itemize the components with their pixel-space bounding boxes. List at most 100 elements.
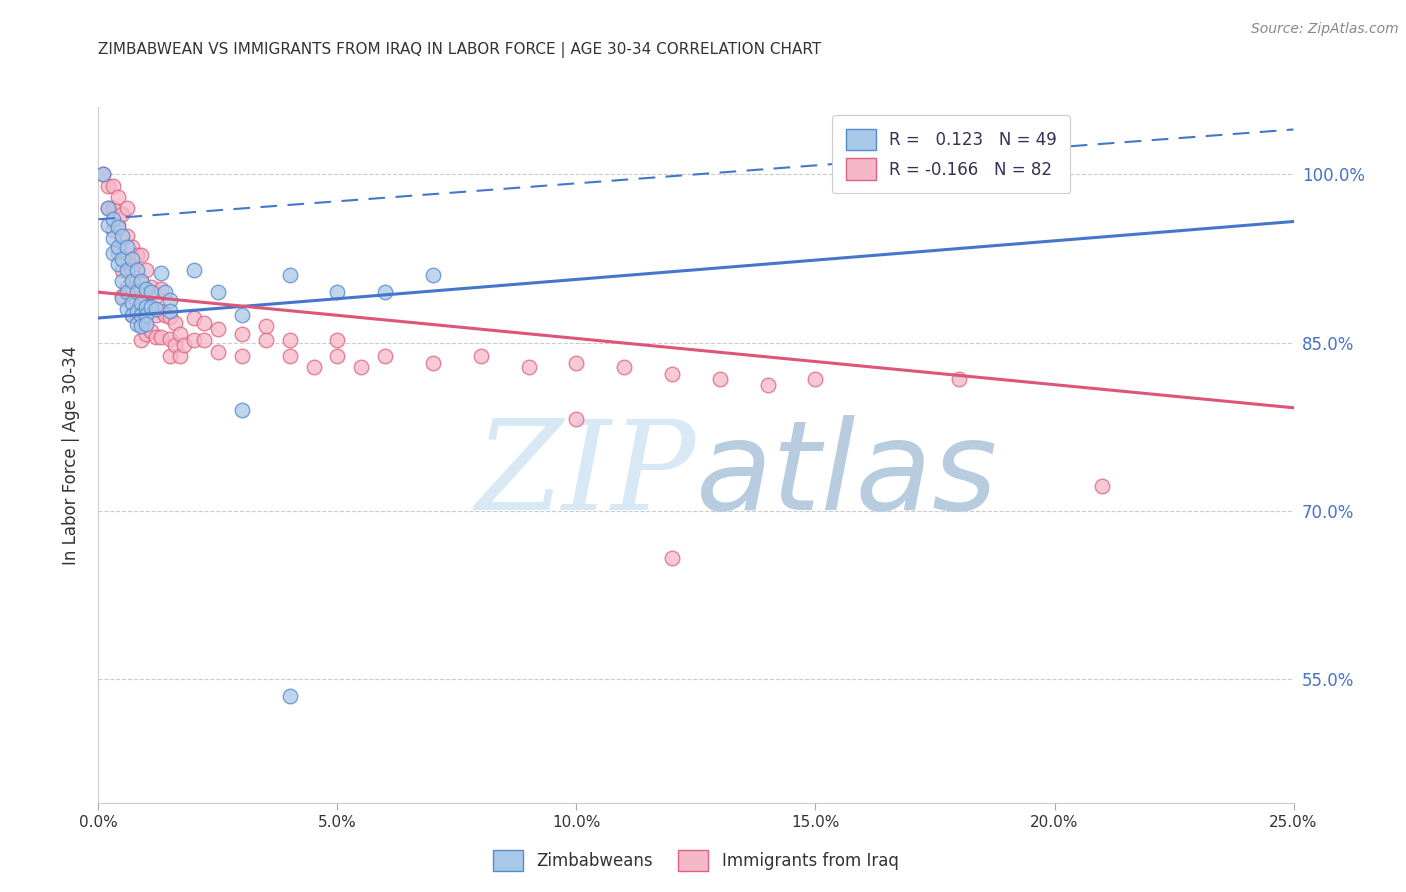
Point [139, 300, 162, 314]
Point [121, 274, 143, 288]
Point [131, 274, 153, 288]
Point [131, 308, 153, 322]
Point [131, 248, 153, 262]
Point [193, 334, 215, 348]
Point [155, 285, 177, 300]
Point [111, 288, 134, 302]
Point [121, 308, 143, 322]
Point [326, 334, 349, 348]
Point [131, 296, 153, 310]
Point [101, 212, 124, 227]
Point [111, 291, 134, 305]
Point [183, 262, 205, 277]
Point [91, 167, 114, 181]
Point [125, 248, 148, 262]
Point [135, 326, 157, 341]
Point [207, 322, 229, 336]
Point [1091, 479, 1114, 493]
Point [149, 330, 172, 344]
Point [97, 218, 120, 232]
Point [135, 282, 157, 296]
Point [115, 229, 138, 244]
Point [183, 334, 205, 348]
Point [131, 318, 153, 333]
Point [517, 360, 540, 375]
Point [207, 344, 229, 359]
Point [115, 262, 138, 277]
Point [111, 252, 134, 266]
Legend: Zimbabweans, Immigrants from Iraq: Zimbabweans, Immigrants from Iraq [486, 843, 905, 878]
Point [149, 282, 172, 296]
Point [149, 304, 172, 318]
Point [131, 296, 153, 310]
Point [107, 246, 129, 260]
Point [91, 167, 114, 181]
Point [139, 301, 162, 316]
Point [101, 231, 124, 245]
Point [145, 301, 167, 316]
Point [948, 371, 970, 385]
Point [125, 262, 148, 277]
Point [115, 255, 138, 269]
Point [107, 218, 129, 232]
Point [131, 274, 153, 288]
Point [159, 349, 181, 363]
Point [278, 334, 301, 348]
Point [326, 285, 349, 300]
Point [565, 356, 588, 370]
Point [278, 349, 301, 363]
Point [135, 308, 157, 322]
Point [111, 229, 134, 244]
Point [422, 268, 444, 283]
Point [125, 285, 148, 300]
Point [169, 349, 191, 363]
Point [231, 308, 253, 322]
Point [145, 288, 167, 302]
Point [139, 279, 162, 293]
Point [804, 371, 827, 385]
Point [101, 178, 124, 193]
Point [121, 296, 143, 310]
Point [97, 201, 120, 215]
Point [193, 316, 215, 330]
Point [97, 178, 120, 193]
Point [111, 235, 134, 249]
Point [139, 285, 162, 300]
Point [278, 268, 301, 283]
Point [374, 349, 396, 363]
Point [231, 349, 253, 363]
Y-axis label: In Labor Force | Age 30-34: In Labor Force | Age 30-34 [62, 345, 80, 565]
Point [661, 551, 683, 566]
Point [101, 201, 124, 215]
Point [613, 360, 636, 375]
Point [97, 201, 120, 215]
Point [145, 330, 167, 344]
Point [107, 257, 129, 271]
Point [159, 332, 181, 346]
Point [135, 317, 157, 331]
Point [374, 285, 396, 300]
Point [135, 308, 157, 322]
Point [101, 246, 124, 260]
Point [125, 317, 148, 331]
Point [709, 371, 731, 385]
Point [125, 310, 148, 324]
Text: ZIP: ZIP [475, 415, 696, 537]
Point [107, 240, 129, 254]
Point [163, 338, 186, 352]
Point [125, 304, 148, 318]
Point [173, 338, 195, 352]
Point [101, 223, 124, 237]
Point [121, 252, 143, 266]
Point [422, 356, 444, 370]
Point [159, 293, 181, 307]
Point [661, 367, 683, 381]
Point [115, 201, 138, 215]
Point [254, 318, 277, 333]
Point [470, 349, 492, 363]
Point [135, 285, 157, 300]
Point [254, 334, 277, 348]
Point [107, 220, 129, 235]
Point [121, 262, 143, 277]
Point [231, 403, 253, 417]
